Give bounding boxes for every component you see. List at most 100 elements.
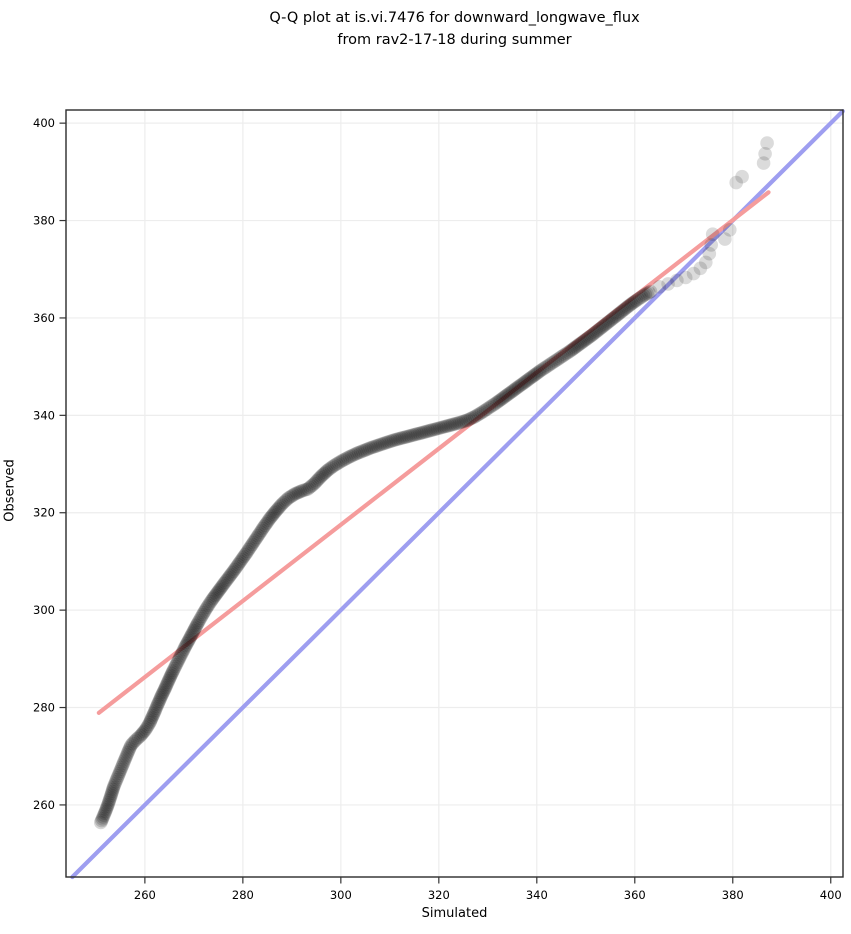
qq-point: [619, 301, 633, 315]
qq-outlier-point: [729, 175, 743, 190]
y-tick-label: 400: [33, 116, 55, 130]
chart-title-line2: from rav2-17-18 during summer: [337, 32, 572, 48]
qq-point: [213, 581, 228, 595]
qq-point: [368, 439, 383, 454]
qq-outlier-point: [652, 280, 667, 294]
qq-point: [278, 494, 293, 508]
qq-point: [508, 381, 523, 396]
qq-point: [209, 587, 224, 601]
qq-point: [180, 637, 194, 651]
qq-point: [99, 802, 113, 817]
qq-point: [267, 505, 282, 520]
qq-point: [185, 627, 199, 641]
qq-point: [498, 389, 513, 404]
qq-point: [608, 309, 623, 324]
qq-point: [434, 420, 449, 435]
qq-point: [333, 454, 348, 469]
qq-point: [156, 685, 170, 700]
qq-point: [346, 448, 361, 462]
qq-point: [103, 792, 117, 806]
qq-point: [112, 766, 126, 781]
qq-point: [95, 812, 110, 826]
qq-point: [150, 699, 164, 714]
qq-point: [150, 697, 165, 712]
qq-point: [281, 491, 296, 505]
qq-point: [301, 482, 315, 496]
qq-point: [339, 451, 353, 466]
qq-point: [387, 433, 401, 448]
qq-point: [361, 442, 375, 456]
qq-point: [582, 330, 596, 344]
qq-outlier-point: [678, 270, 693, 285]
qq-point: [181, 633, 196, 648]
y-tick-label: 260: [33, 798, 55, 812]
qq-point: [268, 504, 283, 519]
qq-point: [403, 429, 418, 443]
qq-point: [201, 598, 216, 613]
qq-point: [120, 746, 135, 760]
qq-point: [526, 369, 541, 383]
qq-point: [237, 549, 251, 564]
x-tick-label: 360: [624, 888, 646, 902]
qq-point: [607, 310, 621, 325]
qq-point: [100, 801, 114, 815]
qq-point: [108, 775, 123, 789]
qq-point: [460, 413, 475, 428]
qq-point: [529, 367, 544, 381]
qq-point: [233, 554, 248, 569]
qq-point: [412, 426, 427, 441]
qq-point: [594, 321, 608, 335]
qq-point: [569, 340, 583, 354]
qq-point: [503, 386, 517, 400]
qq-point: [139, 721, 154, 735]
qq-point: [96, 810, 110, 824]
qq-point: [170, 655, 184, 670]
qq-point: [246, 535, 261, 550]
qq-point: [620, 300, 635, 314]
qq-point: [130, 731, 144, 746]
qq-point: [331, 456, 346, 470]
qq-point: [473, 406, 487, 421]
qq-point: [127, 735, 141, 749]
qq-point: [429, 422, 443, 436]
qq-point: [258, 518, 272, 532]
qq-point: [138, 723, 153, 737]
qq-point: [272, 500, 287, 514]
qq-point: [240, 544, 255, 559]
qq-point: [177, 642, 191, 656]
qq-point: [247, 534, 262, 548]
qq-point: [180, 635, 195, 649]
qq-point: [236, 551, 250, 565]
qq-point: [123, 740, 138, 754]
qq-point: [153, 692, 167, 707]
qq-point: [469, 408, 484, 423]
qq-point: [107, 779, 121, 793]
qq-point: [254, 523, 269, 538]
qq-point: [248, 532, 263, 546]
qq-point: [94, 815, 108, 830]
qq-point: [396, 430, 410, 445]
chart-title-line1: Q-Q plot at is.vi.7476 for downward_long…: [269, 10, 640, 26]
qq-point: [440, 419, 454, 433]
qq-point: [533, 363, 548, 378]
qq-point: [231, 557, 245, 572]
qq-point: [465, 410, 480, 425]
qq-point: [510, 380, 524, 395]
qq-point: [359, 442, 374, 457]
qq-point: [117, 754, 132, 768]
qq-outlier-point: [702, 246, 717, 261]
qq-point: [245, 537, 259, 552]
x-tick-label: 380: [722, 888, 744, 902]
qq-point: [523, 371, 538, 385]
qq-point: [120, 748, 134, 762]
qq-point: [337, 452, 351, 467]
qq-point: [626, 295, 641, 310]
qq-point: [370, 438, 385, 453]
qq-point: [567, 341, 582, 355]
qq-point: [557, 347, 572, 362]
x-tick-label: 320: [428, 888, 450, 902]
qq-point: [190, 617, 205, 631]
qq-point: [160, 677, 174, 691]
qq-point: [423, 423, 438, 438]
qq-point: [219, 573, 234, 588]
